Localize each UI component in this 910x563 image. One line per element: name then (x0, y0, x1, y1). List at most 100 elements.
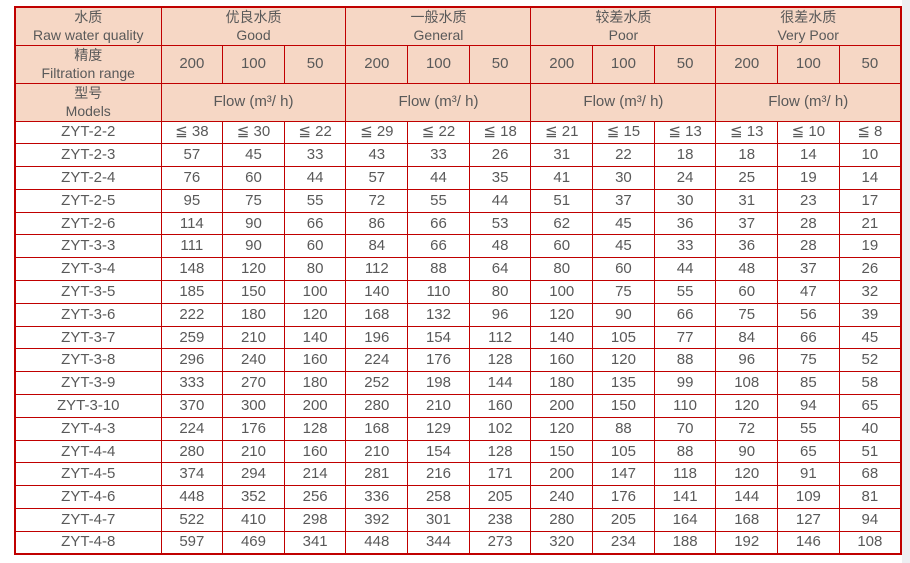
table-row: ZYT-4-8 597 469 341 448 344 273 320 234 188 192 146… (14, 530, 902, 555)
value-cell: 270 (222, 371, 285, 396)
value-cell: 33 (653, 234, 717, 259)
value-cell: 148 (160, 257, 224, 282)
model-cell: ZYT-3-4 (14, 257, 162, 282)
value-cell: 31 (715, 188, 779, 213)
value-cell: 301 (407, 508, 470, 532)
value-cell: 66 (407, 234, 470, 259)
model-cell: ZYT-4-5 (14, 462, 162, 487)
value-cell: 597 (160, 530, 224, 555)
table-row: ZYT-3-5 185 150 100 140 110 80 100 75 55 60 47 32 (14, 280, 902, 304)
model-cell: ZYT-4-7 (14, 508, 162, 532)
value-cell: 32 (838, 280, 902, 304)
value-cell: 150 (222, 280, 285, 304)
value-cell: 75 (592, 280, 655, 304)
value-cell: 80 (283, 257, 347, 282)
value-cell: 84 (345, 234, 409, 259)
value-cell: 39 (838, 302, 902, 327)
value-cell: 17 (838, 188, 902, 213)
value-cell: 60 (283, 234, 347, 259)
value-cell: 112 (468, 325, 532, 350)
table-row: ZYT-2-5 95 75 55 72 55 44 51 37 30 31 23 17 (14, 188, 902, 213)
value-cell: 147 (592, 462, 655, 487)
value-cell: 30 (653, 188, 717, 213)
filtration-value-header: 100 (592, 44, 655, 84)
value-cell: 109 (777, 485, 840, 510)
value-cell: 60 (222, 166, 285, 190)
value-cell: 45 (838, 325, 902, 350)
value-cell: 76 (160, 166, 224, 190)
value-cell: 146 (777, 530, 840, 555)
value-cell: 23 (777, 188, 840, 213)
value-cell: 14 (838, 166, 902, 190)
value-cell: 88 (407, 257, 470, 282)
raw-water-quality-zh: 水质 (74, 9, 103, 26)
value-cell: 10 (838, 143, 902, 168)
value-cell: 110 (653, 394, 717, 418)
value-cell: 252 (345, 371, 409, 396)
filtration-value-header: 50 (283, 44, 347, 84)
value-cell: 51 (838, 439, 902, 464)
value-cell: ≦ 13 (653, 120, 717, 145)
table-row: ZYT-4-6 448 352 256 336 258 205 240 176 141 144 109… (14, 485, 902, 510)
value-cell: 256 (283, 485, 347, 510)
value-cell: 410 (222, 508, 285, 532)
value-cell: 40 (838, 416, 902, 441)
value-cell: 160 (530, 348, 594, 373)
value-cell: 37 (777, 257, 840, 282)
value-cell: 522 (160, 508, 224, 532)
header-row-quality: 水质 Raw water quality 优良水质 Good 一般水质 General… (14, 6, 902, 46)
value-cell: 192 (715, 530, 779, 555)
value-cell: 118 (653, 462, 717, 487)
quality-group-zh: 很差水质 (780, 9, 837, 26)
model-cell: ZYT-2-2 (14, 120, 162, 145)
value-cell: 26 (468, 143, 532, 168)
model-cell: ZYT-2-6 (14, 211, 162, 236)
quality-group-en: Very Poor (777, 27, 839, 44)
value-cell: 91 (777, 462, 840, 487)
value-cell: 154 (407, 439, 470, 464)
value-cell: 128 (468, 348, 532, 373)
value-cell: 176 (222, 416, 285, 441)
value-cell: 171 (468, 462, 532, 487)
value-cell: 168 (715, 508, 779, 532)
value-cell: 205 (592, 508, 655, 532)
value-cell: 22 (592, 143, 655, 168)
value-cell: 168 (345, 416, 409, 441)
model-cell: ZYT-3-8 (14, 348, 162, 373)
value-cell: 210 (222, 439, 285, 464)
value-cell: 28 (777, 234, 840, 259)
value-cell: 96 (468, 302, 532, 327)
filtration-value-header: 50 (468, 44, 532, 84)
table-row: ZYT-4-3 224 176 128 168 129 102 120 88 70 72 55 40 (14, 416, 902, 441)
value-cell: 180 (530, 371, 594, 396)
value-cell: 30 (592, 166, 655, 190)
value-cell: 48 (468, 234, 532, 259)
value-cell: 60 (592, 257, 655, 282)
value-cell: 44 (283, 166, 347, 190)
table-body: ZYT-2-2 ≦ 38 ≦ 30 ≦ 22 ≦ 29 ≦ 22 ≦ 18 ≦ 21 ≦ 15 ≦… (14, 120, 902, 555)
value-cell: 469 (222, 530, 285, 555)
value-cell: 65 (838, 394, 902, 418)
model-cell: ZYT-3-7 (14, 325, 162, 350)
table-row: ZYT-4-5 374 294 214 281 216 171 200 147 118 120 91 6… (14, 462, 902, 487)
value-cell: 51 (530, 188, 594, 213)
value-cell: ≦ 10 (777, 120, 840, 145)
models-en: Models (65, 103, 111, 119)
filtration-value-header: 100 (407, 44, 470, 84)
value-cell: 95 (160, 188, 224, 213)
value-cell: 86 (345, 211, 409, 236)
value-cell: 75 (777, 348, 840, 373)
value-cell: 72 (715, 416, 779, 441)
filtration-value-header: 100 (777, 44, 840, 84)
value-cell: 448 (345, 530, 409, 555)
value-cell: 37 (715, 211, 779, 236)
value-cell: 60 (530, 234, 594, 259)
value-cell: 180 (222, 302, 285, 327)
table-row: ZYT-3-7 259 210 140 196 154 112 140 105 77 84 66 45 (14, 325, 902, 350)
value-cell: 90 (222, 234, 285, 259)
value-cell: 31 (530, 143, 594, 168)
value-cell: 112 (345, 257, 409, 282)
value-cell: 45 (592, 234, 655, 259)
value-cell: 296 (160, 348, 224, 373)
